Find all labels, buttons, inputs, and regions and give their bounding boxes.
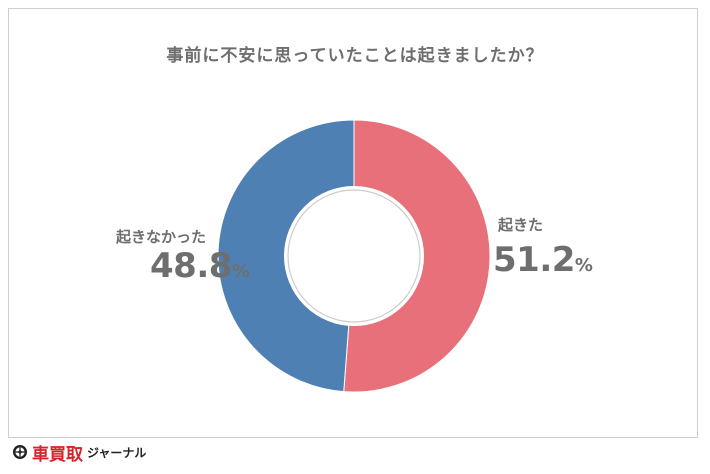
category-label-happened: 起きた <box>498 216 544 234</box>
percent-unit-happened: % <box>574 255 593 276</box>
inner-ring <box>284 186 424 326</box>
value-label-not-happened: 48.8% <box>150 246 250 286</box>
wheel-icon <box>13 445 27 459</box>
value-label-happened: 51.2% <box>493 240 593 280</box>
value-number-not-happened: 48.8 <box>150 246 232 286</box>
brand-name-kana: ジャーナル <box>87 445 147 460</box>
donut-slice-happened <box>343 119 491 393</box>
chart-title: 事前に不安に思っていたことは起きましたか？ <box>166 46 544 66</box>
inner-ring-line <box>287 189 421 323</box>
value-number-happened: 51.2 <box>493 240 575 280</box>
brand-logo: 車買取 ジャーナル <box>12 440 147 465</box>
brand-name-kanji: 車買取 <box>32 444 83 465</box>
percent-unit-not-happened: % <box>231 261 250 282</box>
category-label-not-happened: 起きなかった <box>116 228 207 246</box>
